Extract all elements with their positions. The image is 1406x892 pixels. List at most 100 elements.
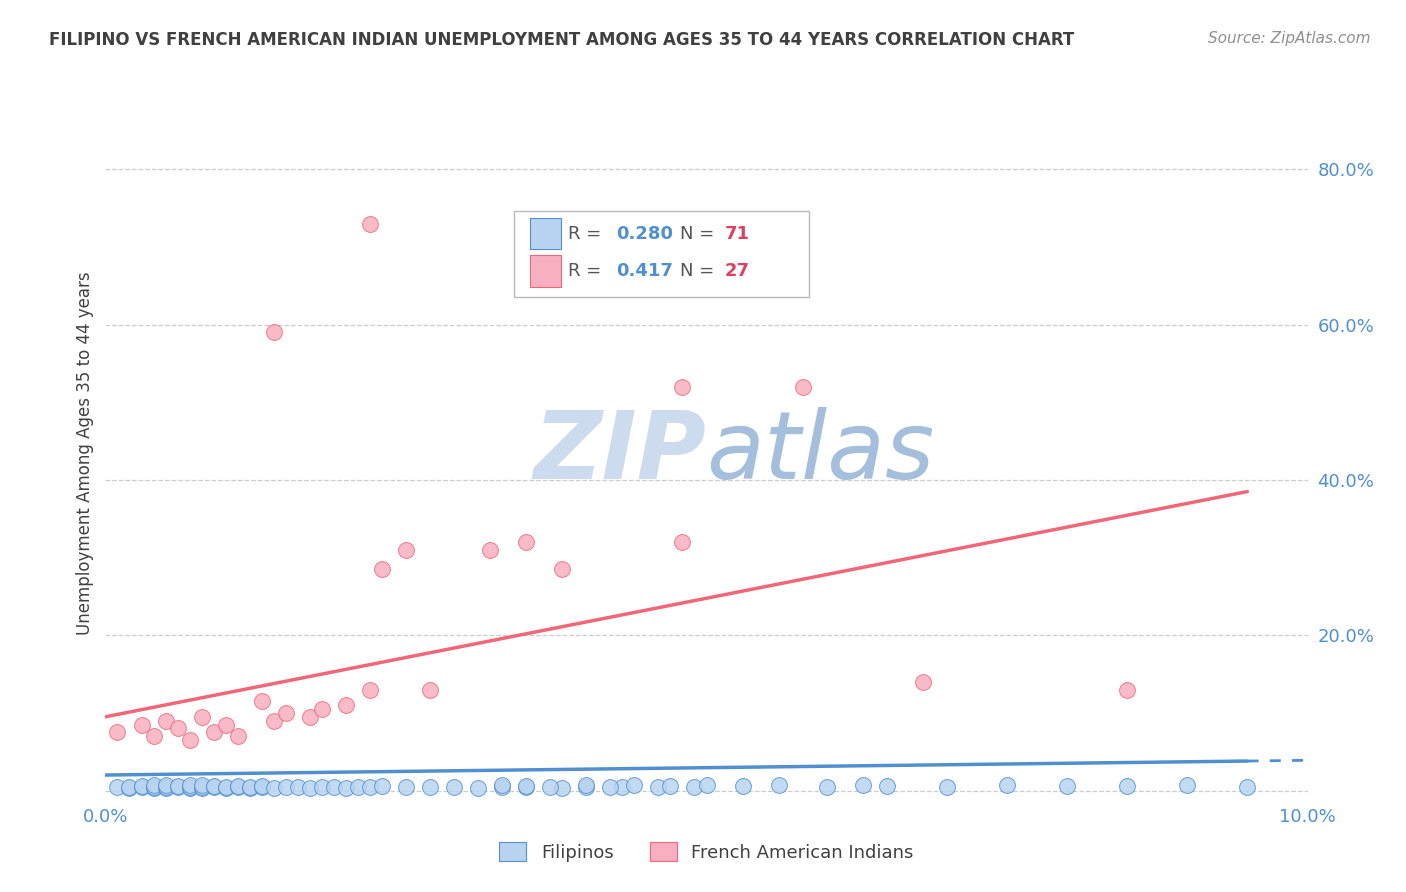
Point [239,781,262,796]
Point [1116,779,1139,793]
Point [995,778,1018,792]
Point [515,535,537,549]
Point [166,780,188,795]
Point [274,706,297,720]
Point [852,778,875,792]
Point [166,722,188,736]
Point [575,778,598,792]
Point [876,779,898,793]
Legend: Filipinos, French American Indians: Filipinos, French American Indians [492,835,921,869]
FancyBboxPatch shape [530,255,561,286]
Point [118,781,141,796]
Point [419,682,441,697]
Point [467,781,489,796]
Point [107,780,129,795]
Point [671,535,693,549]
Point [792,379,814,393]
Text: R =: R = [568,262,607,280]
Point [263,326,285,340]
Point [179,778,201,792]
Point [274,780,297,794]
Point [155,714,177,728]
Point [515,780,537,795]
Text: ZIP: ZIP [534,407,707,499]
Point [166,779,188,793]
Point [371,779,394,793]
Point [659,779,682,793]
Point [298,710,321,724]
Point [696,778,718,792]
Point [335,698,357,713]
Point [226,779,249,793]
Point [214,781,236,796]
Point [250,694,273,708]
Point [936,780,959,794]
Point [671,379,693,393]
Text: Source: ZipAtlas.com: Source: ZipAtlas.com [1208,31,1371,46]
Point [575,780,598,794]
Text: 0.417: 0.417 [616,262,673,280]
Point [155,778,177,792]
Text: 27: 27 [724,262,749,280]
Point [263,781,285,796]
Point [107,725,129,739]
Point [359,780,381,795]
Point [226,780,249,795]
Point [250,780,273,795]
Point [142,780,165,794]
Point [155,780,177,794]
Text: atlas: atlas [707,407,935,499]
Point [768,778,790,792]
Point [214,717,236,731]
Point [815,780,838,794]
Point [179,733,201,747]
Point [395,542,418,557]
Point [239,780,262,794]
Point [647,780,669,794]
Text: N =: N = [681,225,720,243]
Point [179,781,201,796]
Point [911,674,934,689]
Text: N =: N = [681,262,720,280]
Point [190,778,212,792]
Point [479,542,502,557]
Point [551,781,574,796]
Text: 0.280: 0.280 [616,225,673,243]
Point [142,729,165,743]
Point [335,781,357,796]
Point [263,714,285,728]
FancyBboxPatch shape [530,218,561,250]
Point [202,779,225,793]
Point [287,780,309,795]
Point [1236,780,1258,794]
Point [202,780,225,795]
Point [311,780,333,794]
Point [142,778,165,792]
Point [623,778,645,792]
Point [491,778,513,792]
Y-axis label: Unemployment Among Ages 35 to 44 years: Unemployment Among Ages 35 to 44 years [76,271,94,634]
Point [226,729,249,743]
Point [214,780,236,794]
Point [1056,779,1078,793]
Point [298,781,321,796]
Point [731,779,754,793]
Point [311,702,333,716]
Point [359,682,381,697]
FancyBboxPatch shape [515,211,808,297]
Point [538,780,561,794]
Point [131,780,153,795]
Point [179,780,201,794]
Point [419,780,441,794]
Point [118,780,141,794]
Point [599,780,621,794]
Point [551,562,574,576]
Point [250,779,273,793]
Point [395,780,418,795]
Point [359,217,381,231]
Point [142,781,165,796]
Point [131,779,153,793]
Point [347,780,370,794]
Point [515,779,537,793]
Point [131,717,153,731]
